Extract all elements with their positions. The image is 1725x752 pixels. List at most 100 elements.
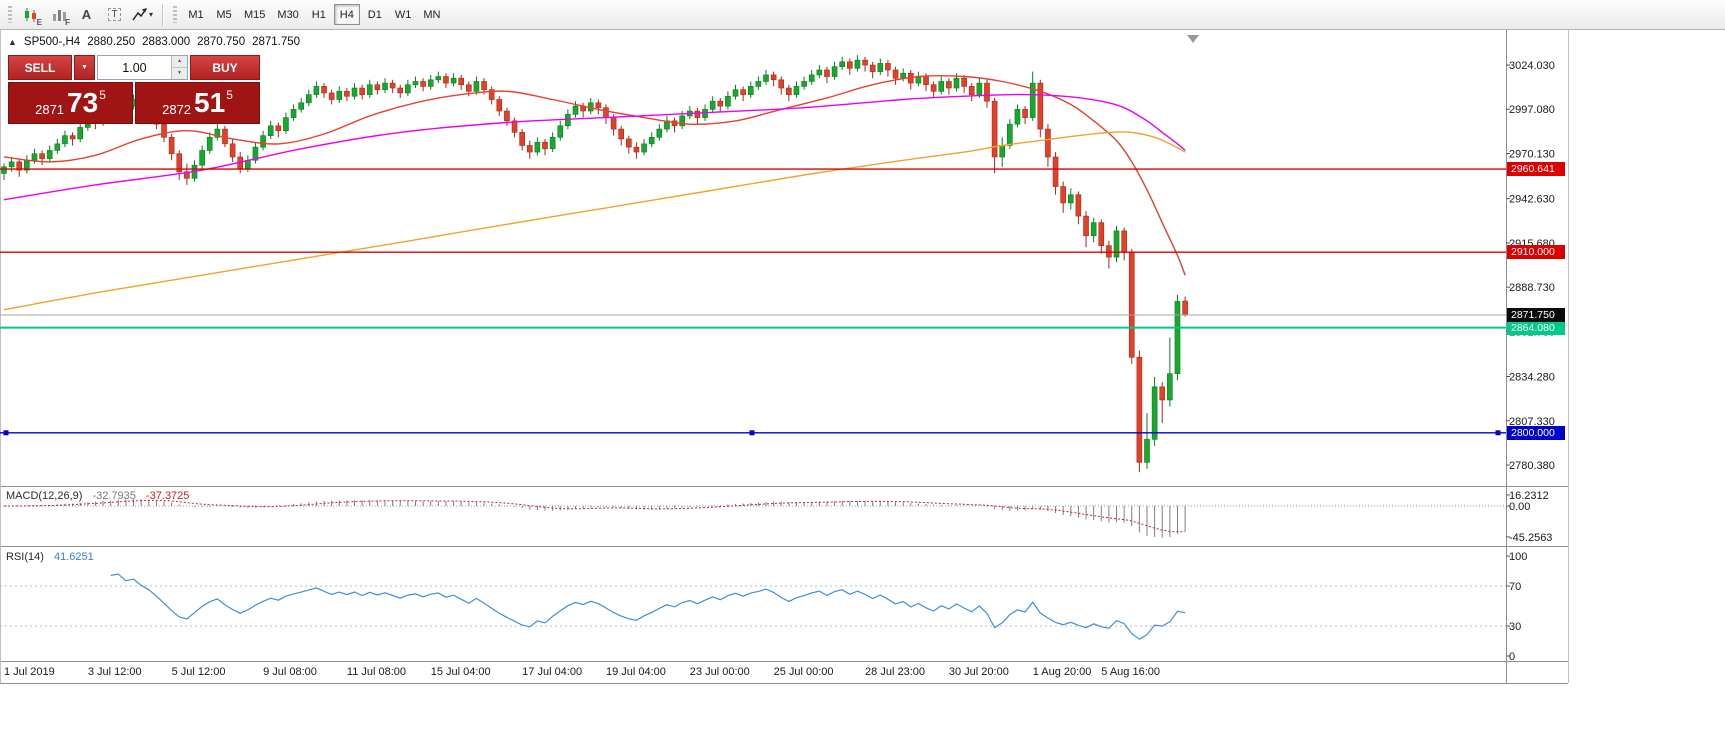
x-axis-label: 1 Jul 2019 <box>4 666 55 678</box>
tool-badge: F <box>65 17 70 27</box>
sell-price-prefix: 2871 <box>35 101 65 117</box>
price-flag-2910.000: 2910.000 <box>1507 245 1565 260</box>
volume-spinner: ▲ ▼ <box>171 56 187 79</box>
volume-box: ▲ ▼ <box>96 55 188 80</box>
x-axis-label: 28 Jul 23:00 <box>865 666 925 678</box>
y-axis-label: 2997.080 <box>1509 104 1555 116</box>
y-axis-label: 2942.630 <box>1509 194 1555 206</box>
sell-button[interactable]: SELL <box>8 55 72 80</box>
x-axis-label: 17 Jul 04:00 <box>522 666 582 678</box>
rsi-axis-label: 0 <box>1509 651 1515 663</box>
y-axis-label: 2780.380 <box>1509 460 1555 472</box>
ma-slow-line <box>3 131 1186 311</box>
one-click-trading-panel: SELL ▼ ▲ ▼ BUY 2871 73 5 2872 51 5 <box>8 55 260 124</box>
sell-options-dropdown[interactable]: ▼ <box>74 55 95 80</box>
line-handle <box>3 430 9 436</box>
y-axis-label: 2888.730 <box>1509 282 1555 294</box>
macd-axis-label: -45.2563 <box>1509 532 1552 544</box>
x-axis-label: 19 Jul 04:00 <box>606 666 666 678</box>
rsi-value: 41.6251 <box>53 551 94 563</box>
dropdown-caret-icon: ▾ <box>148 10 153 19</box>
buy-button[interactable]: BUY <box>190 55 260 80</box>
x-axis-label: 5 Aug 16:00 <box>1101 666 1160 678</box>
ohlc-low: 2870.750 <box>197 36 246 48</box>
timeframe-button-mn[interactable]: MN <box>418 4 445 25</box>
toolbar-grip <box>8 6 12 23</box>
chart-header: ▲ SP500-,H4 2880.250 2883.000 2870.750 2… <box>8 36 300 48</box>
toolbar-grip <box>173 6 177 23</box>
shift-marker-icon <box>1187 35 1199 43</box>
price-flag-2864.080: 2864.080 <box>1507 320 1565 335</box>
sell-price-panel[interactable]: 2871 73 5 <box>8 82 133 124</box>
timeframe-button-m1[interactable]: M1 <box>183 4 209 25</box>
rsi-axis-label: 70 <box>1509 581 1521 593</box>
toolbar-separator <box>162 3 163 26</box>
buy-price-prefix: 2872 <box>162 101 192 117</box>
candlestick-chart-tool-button[interactable]: E <box>17 3 44 27</box>
macd-axis-label: 0.00 <box>1509 501 1530 513</box>
chevron-down-icon: ▼ <box>81 64 88 71</box>
timeframe-button-d1[interactable]: D1 <box>362 4 388 25</box>
price-flag-2960.641: 2960.641 <box>1507 162 1565 177</box>
symbol-timeframe-label: SP500-,H4 <box>23 36 81 48</box>
buy-price-panel[interactable]: 2872 51 5 <box>135 82 260 124</box>
timeframe-button-h4[interactable]: H4 <box>333 4 360 25</box>
x-axis-label: 9 Jul 08:00 <box>263 666 317 678</box>
drawing-tools-button[interactable]: ▾ <box>129 3 156 27</box>
macd-indicator-label: MACD(12,26,9) -32.7935 -37.3725 <box>6 490 189 502</box>
y-axis-label: 3024.030 <box>1509 60 1555 72</box>
rsi-line <box>110 573 1186 640</box>
ohlc-close: 2871.750 <box>252 36 301 48</box>
volume-input[interactable] <box>97 56 171 79</box>
label-a-icon: A <box>81 7 92 22</box>
x-axis-label: 15 Jul 04:00 <box>431 666 491 678</box>
bar-chart-tool-button[interactable]: F <box>45 3 72 27</box>
candlestick-chart-icon <box>24 7 36 22</box>
sell-price-big: 73 <box>67 87 99 118</box>
ohlc-high: 2883.000 <box>142 36 191 48</box>
price-flag-2800.000: 2800.000 <box>1507 425 1565 440</box>
text-tool-button[interactable]: T <box>101 3 128 27</box>
volume-up-button[interactable]: ▲ <box>172 56 187 68</box>
ohlc-open: 2880.250 <box>87 36 136 48</box>
bar-chart-icon <box>52 9 66 21</box>
toolbar: E F A T ▾ M1 M5 M15 M30 H1 H4 D1 W1 MN <box>0 0 1725 30</box>
rsi-indicator-label: RSI(14) 41.6251 <box>6 551 94 563</box>
rsi-axis-label: 100 <box>1509 551 1527 563</box>
macd-axis-label: 16.2312 <box>1509 490 1549 502</box>
x-axis-label: 1 Aug 20:00 <box>1033 666 1092 678</box>
line-handle <box>1495 430 1501 436</box>
timeframe-button-m15[interactable]: M15 <box>239 4 270 25</box>
collapse-one-click-icon[interactable]: ▲ <box>8 37 17 47</box>
timeframe-button-m5[interactable]: M5 <box>211 4 237 25</box>
macd-name: MACD(12,26,9) <box>6 490 83 502</box>
tool-badge: E <box>36 17 42 27</box>
label-tool-button[interactable]: A <box>73 3 100 27</box>
macd-signal-value: -37.3725 <box>145 490 190 502</box>
text-t-icon: T <box>108 8 121 21</box>
sell-price-pip: 5 <box>99 88 106 102</box>
x-axis-label: 25 Jul 00:00 <box>774 666 834 678</box>
timeframe-button-m30[interactable]: M30 <box>272 4 303 25</box>
macd-histogram <box>11 499 1186 538</box>
x-axis-label: 30 Jul 20:00 <box>949 666 1009 678</box>
timeframe-toolbar: M1 M5 M15 M30 H1 H4 D1 W1 MN <box>182 4 446 25</box>
buy-price-big: 51 <box>194 87 226 118</box>
volume-down-button[interactable]: ▼ <box>172 68 187 79</box>
y-axis-label: 2970.130 <box>1509 148 1555 160</box>
trend-arrow-icon <box>132 7 147 20</box>
macd-main-value: -32.7935 <box>92 490 136 502</box>
x-axis-label: 23 Jul 00:00 <box>690 666 750 678</box>
timeframe-button-w1[interactable]: W1 <box>390 4 417 25</box>
x-axis-label: 11 Jul 08:00 <box>347 666 406 678</box>
rsi-axis-label: 30 <box>1509 621 1521 633</box>
x-axis-label: 3 Jul 12:00 <box>88 666 142 678</box>
current-price-flag: 2871.750 <box>1507 307 1565 322</box>
macd-signal-line <box>4 499 1186 533</box>
timeframe-button-h1[interactable]: H1 <box>306 4 332 25</box>
buy-price-pip: 5 <box>226 88 233 102</box>
line-handle <box>749 430 755 436</box>
x-axis-label: 5 Jul 12:00 <box>172 666 226 678</box>
rsi-name: RSI(14) <box>6 551 44 563</box>
y-axis-label: 2834.280 <box>1509 372 1555 384</box>
